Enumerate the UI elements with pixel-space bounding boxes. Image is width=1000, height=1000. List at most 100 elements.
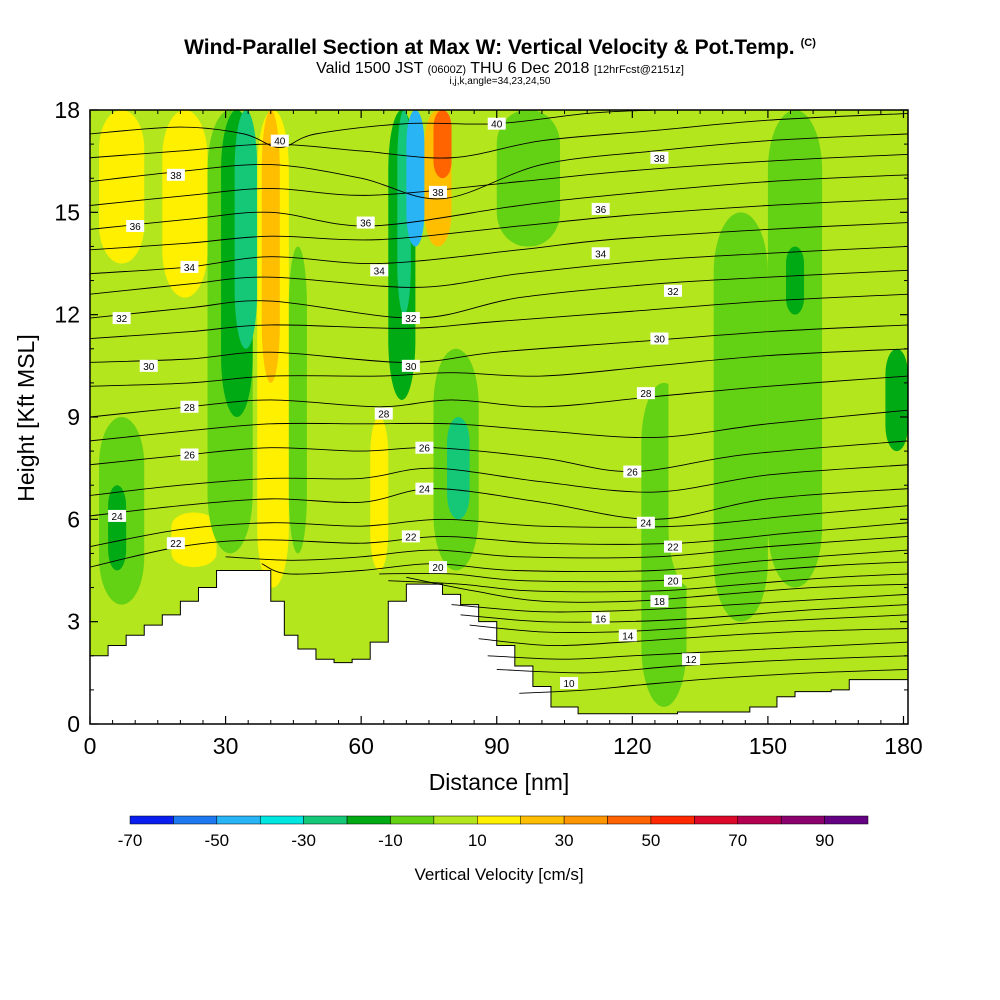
- contour-label: 22: [401, 530, 420, 543]
- contour-label-text: 36: [130, 222, 142, 233]
- theta-contour-17: [406, 576, 908, 603]
- colorbar-swatch: [650, 815, 695, 825]
- velocity-cell: [713, 212, 768, 622]
- colorbar-tick-label: 50: [641, 831, 660, 850]
- contour-label-box: [663, 574, 682, 587]
- velocity-cell: [99, 110, 145, 264]
- contour-label-text: 26: [627, 468, 639, 479]
- contour-label: 34: [591, 247, 610, 260]
- theta-contour-35: [90, 198, 908, 251]
- contour-label-text: 32: [667, 287, 679, 298]
- contour-label-text: 22: [170, 539, 182, 550]
- contour-label-box: [374, 407, 393, 420]
- contour-label: 36: [591, 202, 610, 216]
- theta-contour-10: [519, 668, 908, 694]
- terrain-fill: [90, 570, 908, 724]
- contour-label-text: 26: [184, 451, 196, 462]
- contour-label-text: 38: [170, 171, 182, 182]
- contour-label-text: 38: [654, 154, 666, 165]
- colorbar-tick-label: -50: [205, 831, 230, 850]
- colorbar-swatch: [477, 815, 521, 825]
- contour-label-text: 28: [640, 389, 652, 400]
- velocity-cell: [288, 246, 307, 554]
- contour-label: 36: [356, 216, 375, 230]
- colorbar-tick-label: -70: [118, 831, 143, 850]
- contour-label-text: 36: [360, 219, 372, 230]
- contour-label: 30: [139, 359, 158, 373]
- contour-label-box: [166, 168, 185, 181]
- contour-label-text: 16: [595, 614, 607, 625]
- theta-contour-30: [90, 324, 908, 363]
- x-tick-label: 60: [348, 733, 374, 759]
- theta-contour-25: [90, 464, 908, 496]
- colorbar-tick-label: -30: [291, 831, 316, 850]
- theta-contour-21: [225, 535, 908, 561]
- contour-label-box: [591, 202, 610, 215]
- contour-labels: 40 40 38 38 38 36 36 36 34 34 34 32 32 32 30 30 30 28 28 28…: [108, 117, 701, 690]
- contour-label-box: [356, 216, 375, 229]
- contour-label: 38: [166, 168, 185, 182]
- theta-contour-16: [451, 593, 908, 613]
- velocity-cell: [767, 110, 823, 588]
- contour-label: 40: [487, 117, 506, 131]
- contour-label: 30: [401, 359, 420, 373]
- contour-label: 24: [415, 482, 434, 496]
- colorbar-swatch: [433, 815, 478, 825]
- colorbar-swatch: [563, 815, 608, 825]
- contour-label: 32: [401, 312, 420, 325]
- contour-label: 16: [591, 612, 610, 625]
- colorbar-tick-label: 90: [815, 831, 834, 850]
- x-axis: 0 30 60 90 120 150 180: [84, 110, 923, 759]
- contour-label-box: [650, 332, 669, 345]
- contour-label: 12: [682, 653, 701, 666]
- colorbar-swatch: [173, 815, 218, 825]
- contour-label-box: [270, 134, 289, 147]
- colorbar-tick-label: -10: [378, 831, 403, 850]
- colorbar-swatch: [694, 815, 739, 825]
- theta-contour-27: [90, 409, 908, 442]
- contour-label-box: [139, 359, 158, 372]
- contour-label: 38: [650, 151, 669, 165]
- valid-date: THU 6 Dec 2018: [470, 60, 590, 77]
- contour-label-text: 22: [405, 532, 417, 543]
- y-tick-label: 0: [67, 711, 80, 737]
- colorbar-tick-label: 30: [555, 831, 574, 850]
- contour-label-box: [401, 359, 420, 372]
- theta-contour-40: [90, 110, 655, 148]
- contour-label: 30: [650, 332, 669, 346]
- contour-label-box: [180, 448, 199, 461]
- velocity-cell: [447, 417, 470, 520]
- y-tick-label: 3: [67, 609, 80, 635]
- grid-info: i,j,k,angle=34,23,24,50: [449, 76, 551, 87]
- theta-contour-33: [90, 245, 908, 295]
- contour-label: 32: [112, 312, 131, 325]
- colorbar-tick-label: 70: [728, 831, 747, 850]
- theta-contour-24: [90, 488, 908, 520]
- x-tick-label: 180: [884, 733, 922, 759]
- theta-contour-34: [90, 222, 908, 275]
- contour-label: 34: [180, 260, 199, 274]
- terrain-outline: [90, 570, 908, 715]
- theta-contour-29: [90, 348, 908, 387]
- contour-label-text: 24: [419, 485, 431, 496]
- theta-contour-20: [261, 549, 908, 575]
- x-axis-label: Distance [nm]: [429, 769, 570, 795]
- contour-label: 24: [636, 516, 655, 530]
- contour-label: 26: [415, 441, 434, 455]
- contour-label-box: [623, 465, 642, 478]
- contour-label-box: [591, 247, 610, 260]
- contour-label: 18: [650, 595, 669, 608]
- theta-contour-18: [388, 573, 908, 593]
- x-tick-label: 90: [484, 733, 510, 759]
- contour-label-box: [650, 595, 669, 608]
- contour-label-text: 34: [184, 263, 196, 274]
- velocity-cell: [523, 417, 579, 656]
- velocity-cell: [668, 246, 714, 588]
- colorbar-swatch: [346, 815, 391, 825]
- contour-label: 36: [126, 219, 145, 233]
- forecast-info: [12hrFcst@2151z]: [593, 64, 684, 76]
- potential-temperature-contours: [90, 110, 908, 694]
- theta-contour-28: [90, 375, 908, 418]
- chart-title: Wind-Parallel Section at Max W: Vertical…: [184, 36, 816, 59]
